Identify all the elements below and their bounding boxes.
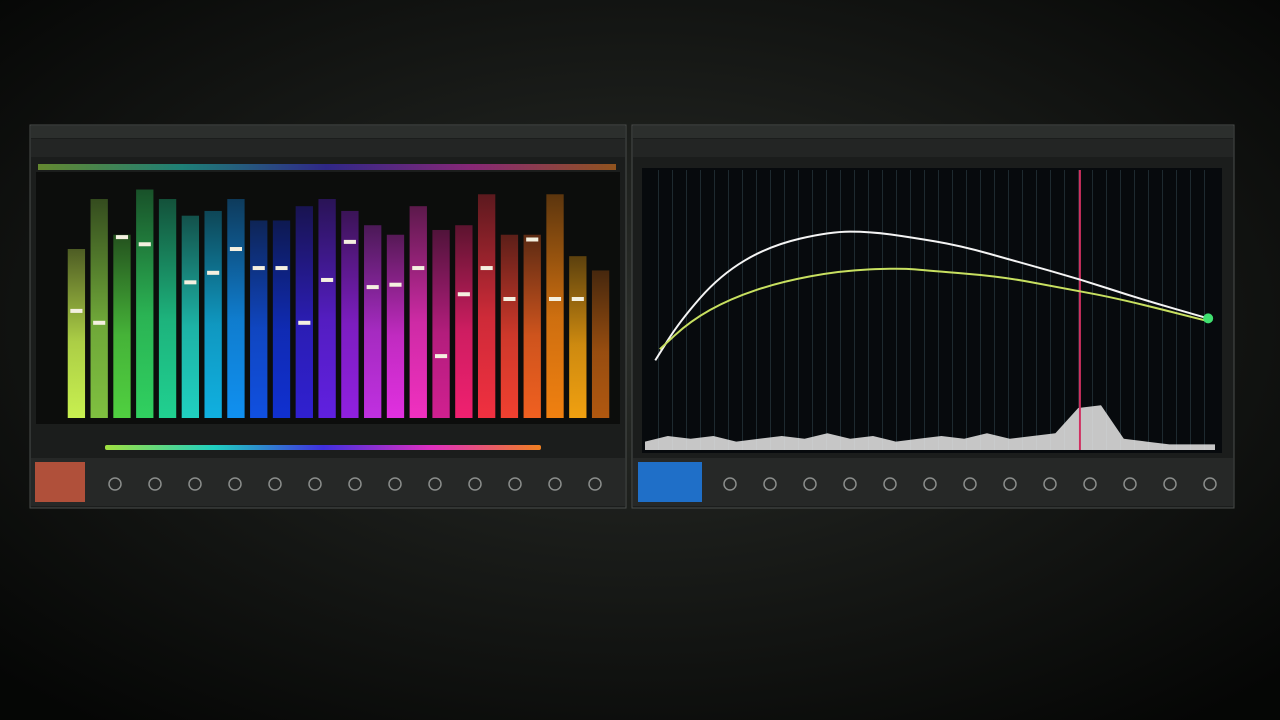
bar	[158, 199, 177, 418]
knob[interactable]	[963, 477, 977, 491]
bar	[113, 234, 131, 418]
bar	[546, 194, 564, 418]
slider[interactable]	[105, 445, 541, 450]
peak-marker	[548, 297, 562, 301]
knob[interactable]	[148, 477, 162, 491]
bar	[569, 256, 587, 418]
bar	[90, 199, 108, 418]
knob[interactable]	[1043, 477, 1057, 491]
bar	[67, 249, 86, 418]
bar	[204, 210, 222, 418]
peak-marker	[366, 285, 379, 290]
title-bar	[633, 126, 1233, 138]
peak-marker	[70, 308, 83, 313]
peak-marker	[526, 237, 539, 242]
knob[interactable]	[803, 477, 817, 491]
knob[interactable]	[428, 477, 442, 491]
peak-marker	[207, 270, 220, 275]
curve	[654, 230, 1209, 361]
toolbar	[31, 139, 625, 157]
peak-marker	[457, 292, 470, 297]
peak-marker	[480, 266, 493, 271]
knob[interactable]	[843, 477, 857, 491]
bar	[227, 199, 245, 418]
peak-marker	[298, 320, 311, 325]
knob[interactable]	[1203, 477, 1217, 491]
knob[interactable]	[1083, 477, 1097, 491]
knob[interactable]	[1123, 477, 1137, 491]
knob[interactable]	[548, 477, 562, 491]
bar	[455, 225, 473, 418]
bar	[272, 220, 291, 418]
curve	[659, 267, 1209, 350]
peak-marker	[93, 320, 106, 325]
knob[interactable]	[388, 477, 402, 491]
button[interactable]	[638, 462, 702, 502]
peak-marker	[571, 297, 584, 301]
knob[interactable]	[468, 477, 482, 491]
bar	[341, 210, 359, 418]
peak-marker	[343, 239, 356, 244]
bar	[136, 189, 154, 418]
peak-marker	[138, 242, 151, 247]
knob[interactable]	[228, 477, 242, 491]
knob[interactable]	[723, 477, 737, 491]
knob[interactable]	[923, 477, 937, 491]
bar	[432, 229, 450, 418]
knob[interactable]	[883, 477, 897, 491]
bar	[250, 220, 268, 418]
bar	[364, 225, 382, 418]
peak-marker	[503, 297, 516, 301]
bar	[181, 215, 200, 418]
bar	[318, 199, 336, 418]
bar	[295, 206, 313, 418]
knob[interactable]	[268, 477, 282, 491]
control-bar	[31, 458, 625, 506]
endpoint[interactable]	[1203, 313, 1214, 324]
knob[interactable]	[188, 477, 202, 491]
toolbar	[633, 139, 1233, 157]
knob[interactable]	[588, 477, 602, 491]
channel-strip	[38, 164, 616, 170]
knob[interactable]	[308, 477, 322, 491]
peak-marker	[252, 266, 265, 271]
peak-marker	[412, 266, 425, 271]
knob[interactable]	[508, 477, 522, 491]
peak-marker	[321, 277, 334, 282]
peak-marker	[184, 280, 197, 285]
bar	[523, 234, 541, 418]
bar	[591, 270, 610, 418]
spectrum	[645, 405, 1215, 450]
bar	[409, 206, 427, 418]
bar	[500, 234, 519, 418]
peak-marker	[115, 235, 129, 240]
peak-marker	[275, 266, 288, 271]
knob[interactable]	[1003, 477, 1017, 491]
knob[interactable]	[348, 477, 362, 491]
peak-marker	[229, 247, 243, 252]
knob[interactable]	[108, 477, 122, 491]
control-bar	[633, 458, 1233, 506]
peak-marker	[389, 282, 402, 287]
grid-pattern	[645, 170, 1215, 450]
peak-marker	[434, 354, 448, 359]
title-bar	[31, 126, 625, 138]
knob[interactable]	[1163, 477, 1177, 491]
button[interactable]	[35, 462, 85, 502]
bar	[386, 234, 405, 418]
bar	[477, 194, 496, 418]
knob[interactable]	[763, 477, 777, 491]
